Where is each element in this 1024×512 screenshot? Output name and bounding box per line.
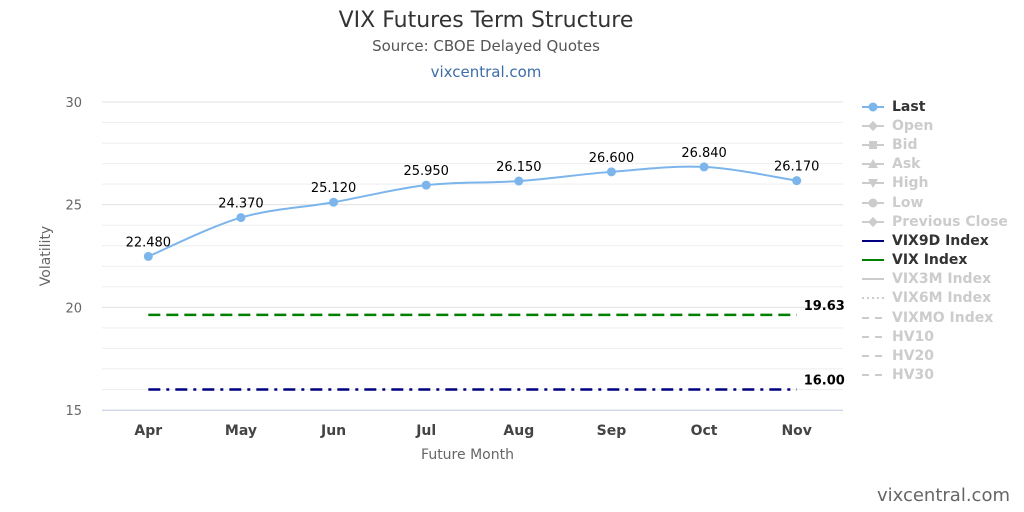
legend-item-ask[interactable]: Ask: [862, 155, 1008, 174]
x-axis-title: Future Month: [421, 447, 514, 463]
last-data-label: 26.170: [774, 160, 820, 175]
watermark: vixcentral.com: [876, 485, 1010, 506]
last-point: [143, 251, 153, 261]
x-tick-label: Jul: [415, 423, 436, 439]
legend-label: Low: [892, 194, 924, 211]
x-tick-label: May: [225, 423, 257, 439]
x-tick-label: Apr: [134, 423, 162, 439]
legend-label: HV20: [892, 348, 935, 365]
vix9d-index-end-label: 16.00: [804, 373, 845, 388]
legend-symbol-icon: [862, 278, 884, 281]
legend-symbol-icon: [862, 316, 884, 319]
vix-index-end-label: 19.63: [804, 299, 845, 314]
last-data-label: 26.600: [589, 151, 635, 166]
x-tick-label: Nov: [781, 423, 811, 439]
legend-item-vix6m-index[interactable]: VIX6M Index: [862, 289, 1008, 308]
chart-title: VIX Futures Term Structure: [338, 8, 634, 33]
legend-item-previous-close[interactable]: Previous Close: [862, 212, 1008, 231]
legend-label: Last: [892, 98, 926, 115]
legend-symbol-icon: [862, 120, 884, 131]
legend-label: HV10: [892, 328, 935, 345]
legend-symbol-icon: [862, 239, 884, 242]
legend-item-last[interactable]: Last: [862, 97, 1008, 116]
last-point: [606, 167, 616, 177]
legend-item-vix9d-index[interactable]: VIX9D Index: [862, 231, 1008, 250]
last-point: [329, 197, 339, 207]
y-tick-label: 25: [65, 199, 82, 214]
legend-symbol-icon: [862, 159, 884, 169]
legend-label: Open: [892, 117, 934, 134]
legend-label: HV30: [892, 367, 935, 384]
legend-symbol-icon: [862, 140, 884, 149]
chart-subtitle: Source: CBOE Delayed Quotes: [372, 37, 600, 55]
last-data-label: 26.150: [496, 160, 542, 175]
legend-symbol-icon: [862, 335, 884, 338]
last-point: [236, 213, 246, 223]
legend-symbol-icon: [862, 198, 884, 208]
legend-label: VIX3M Index: [892, 271, 992, 288]
y-axis-title: Volatility: [38, 226, 54, 286]
last-point: [421, 180, 431, 190]
legend-symbol-icon: [862, 259, 884, 262]
y-tick-label: 15: [65, 404, 82, 419]
chart-legend: Last Open Bid Ask High Low Previous Close VIX9D…: [862, 97, 1008, 385]
x-tick-label: Aug: [503, 423, 534, 439]
legend-label: VIXMO Index: [892, 309, 994, 326]
x-tick-label: Oct: [691, 423, 718, 439]
legend-label: VIX Index: [892, 252, 968, 269]
legend-item-low[interactable]: Low: [862, 193, 1008, 212]
site-link[interactable]: vixcentral.com: [430, 63, 542, 81]
legend-label: VIX6M Index: [892, 290, 992, 307]
legend-symbol-icon: [862, 179, 884, 189]
legend-item-hv10[interactable]: HV10: [862, 327, 1008, 346]
last-data-label: 24.370: [218, 197, 264, 212]
x-tick-label: Jun: [320, 423, 346, 439]
legend-item-vix-index[interactable]: VIX Index: [862, 251, 1008, 270]
last-point: [792, 176, 802, 186]
legend-label: VIX9D Index: [892, 232, 989, 249]
legend-symbol-icon: [862, 374, 884, 377]
legend-symbol-icon: [862, 216, 884, 227]
legend-label: Ask: [892, 156, 921, 173]
legend-item-vix3m-index[interactable]: VIX3M Index: [862, 270, 1008, 289]
last-data-label: 25.950: [403, 164, 449, 179]
legend-item-hv30[interactable]: HV30: [862, 366, 1008, 385]
y-tick-label: 30: [65, 96, 82, 111]
last-point: [699, 162, 709, 172]
legend-label: Previous Close: [892, 213, 1008, 230]
legend-label: Bid: [892, 136, 918, 153]
last-data-label: 25.120: [311, 181, 357, 196]
legend-symbol-icon: [862, 297, 884, 300]
legend-item-bid[interactable]: Bid: [862, 135, 1008, 154]
legend-symbol-icon: [862, 102, 884, 112]
legend-item-open[interactable]: Open: [862, 116, 1008, 135]
last-point: [514, 176, 524, 186]
legend-item-high[interactable]: High: [862, 174, 1008, 193]
last-data-label: 26.840: [681, 146, 727, 161]
legend-label: High: [892, 175, 929, 192]
last-data-label: 22.480: [126, 235, 172, 250]
legend-item-hv20[interactable]: HV20: [862, 346, 1008, 365]
legend-item-vixmo-index[interactable]: VIXMO Index: [862, 308, 1008, 327]
y-tick-label: 20: [65, 301, 82, 316]
legend-symbol-icon: [862, 355, 884, 358]
x-tick-label: Sep: [597, 423, 627, 439]
